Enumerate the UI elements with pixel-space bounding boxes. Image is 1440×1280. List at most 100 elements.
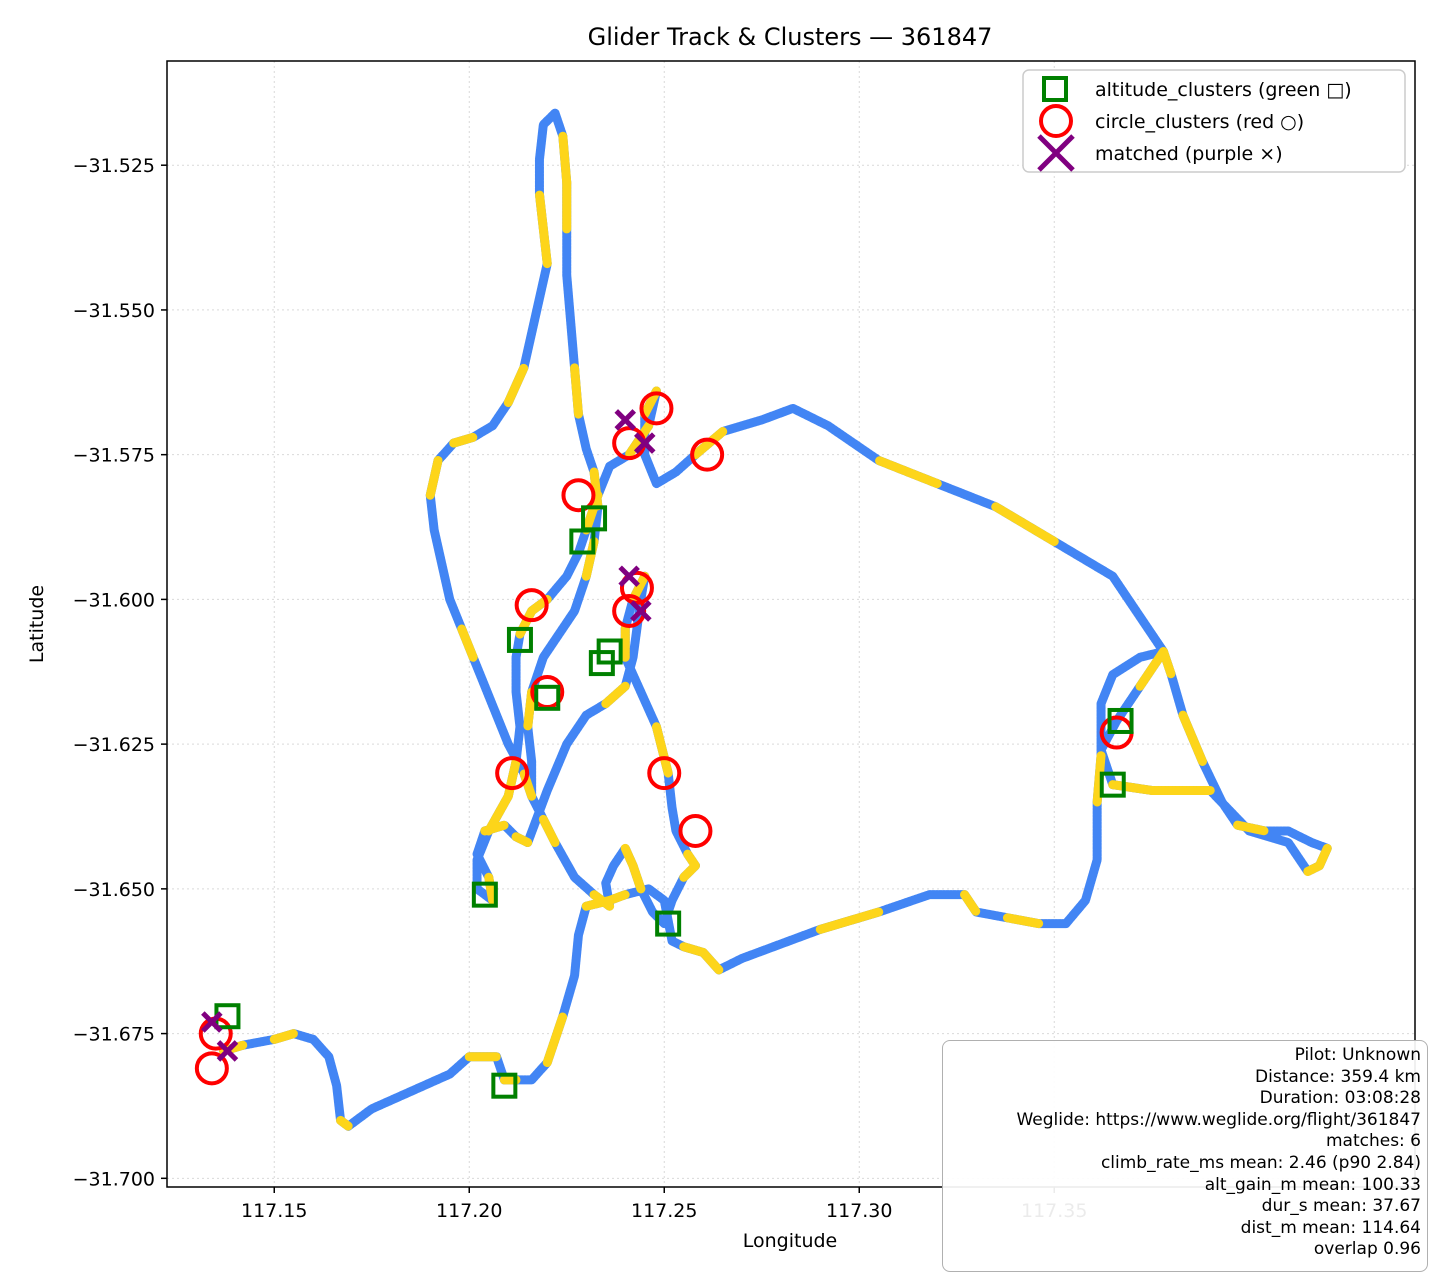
- track-layer: [219, 108, 1332, 1131]
- info-distance-mean: dist_m mean: 114.64: [1240, 1217, 1421, 1238]
- legend-circle-icon: [1039, 104, 1073, 138]
- track-climb-segment: [480, 820, 509, 836]
- info-distance: Distance: 359.4 km: [1255, 1066, 1421, 1087]
- matched-marker-stroke: [614, 409, 637, 431]
- track-climb-segment: [1303, 861, 1324, 876]
- track-climb-segment: [874, 455, 942, 489]
- y-tick-label: −31.600: [73, 589, 155, 611]
- legend-label-circle-clusters: circle_clusters (red ○): [1095, 111, 1304, 133]
- x-tick-label: 117.15: [241, 1200, 307, 1222]
- circle-cluster-marker: [194, 1051, 229, 1086]
- track-climb-segment: [601, 681, 630, 709]
- track-climb-segment: [1233, 820, 1270, 836]
- y-tick-label: −31.575: [73, 445, 155, 467]
- y-tick-label: −31.550: [73, 300, 155, 322]
- x-tick-label: 117.30: [826, 1200, 892, 1222]
- matched-marker: [216, 1040, 239, 1062]
- track-climb-segment: [534, 189, 548, 234]
- track-climb-segment: [523, 687, 537, 732]
- circle-cluster-marker: [514, 588, 549, 623]
- track-climb-segment: [589, 890, 615, 911]
- info-pilot: Pilot: Unknown: [1294, 1045, 1421, 1065]
- track-climb-segment: [1135, 646, 1168, 691]
- circle-cluster-marker: [619, 570, 654, 605]
- info-matches: matches: 6: [1325, 1131, 1421, 1152]
- matched-marker-stroke: [201, 1011, 223, 1033]
- matched-marker-stroke: [633, 432, 656, 454]
- track-climb-segment: [449, 432, 478, 448]
- altitude-cluster-marker: [581, 505, 608, 532]
- track-climb-segment: [558, 131, 572, 188]
- track-climb-segment: [503, 363, 529, 408]
- x-axis-label: Longitude: [743, 1230, 838, 1252]
- matched-marker: [201, 1011, 223, 1033]
- matched-marker-stroke: [630, 600, 652, 622]
- info-duration: Duration: 03:08:28: [1259, 1088, 1421, 1109]
- track-climb-segment: [1092, 751, 1106, 807]
- track-climb-segment: [538, 224, 552, 269]
- track-climb-segment: [1002, 913, 1044, 929]
- x-tick-label: 117.25: [631, 1200, 697, 1222]
- y-tick-label: −31.650: [73, 879, 155, 901]
- grid-lines: [167, 61, 1415, 1187]
- circle-cluster-marker: [690, 437, 725, 472]
- track-climb-segment: [484, 872, 498, 905]
- matched-marker: [633, 432, 656, 454]
- y-tick-label: −31.525: [73, 155, 155, 177]
- matched-marker-stroke: [618, 565, 640, 588]
- track-climb-segment: [815, 907, 884, 934]
- circle-cluster-marker: [495, 756, 530, 791]
- track-climb-segment: [651, 722, 673, 778]
- track-climb-segment: [336, 1115, 353, 1131]
- chart-title: Glider Track & Clusters — 361847: [588, 23, 993, 51]
- flight-info-box: Pilot: Unknown Distance: 359.4 km Durati…: [942, 1040, 1428, 1272]
- matched-marker: [630, 600, 652, 622]
- legend-label-matched: matched (purple ×): [1095, 143, 1283, 165]
- legend-label-altitude-clusters: altitude_clusters (green □): [1095, 79, 1352, 101]
- track-climb-segment: [425, 455, 443, 500]
- altitude-cluster-marker: [655, 910, 682, 937]
- info-climb-rate: climb_rate_ms mean: 2.46 (p90 2.84): [1100, 1152, 1421, 1173]
- track-climb-segment: [1178, 710, 1207, 766]
- legend: altitude_clusters (green □) circle_clust…: [1022, 69, 1406, 173]
- track-climb-segment: [570, 363, 583, 419]
- track-line: [219, 108, 1332, 1131]
- y-tick-label: −31.700: [73, 1168, 155, 1190]
- legend-frame: [1022, 69, 1406, 173]
- y-tick-label: −31.675: [73, 1024, 155, 1046]
- matched-marker: [614, 409, 637, 431]
- info-overlap: overlap 0.96: [1313, 1239, 1421, 1260]
- track-climb-segment: [503, 756, 521, 801]
- axis-ticks: 117.15117.20117.25117.30117.35−31.525−31…: [73, 155, 1088, 1222]
- altitude-cluster-marker: [534, 684, 561, 711]
- circle-cluster-marker: [647, 756, 682, 791]
- track-climb-segment: [620, 843, 638, 871]
- track-climb-segment: [1108, 780, 1157, 795]
- circle-cluster-marker: [561, 478, 596, 513]
- track-climb-segment: [991, 502, 1059, 547]
- track-climb-segment: [690, 427, 728, 460]
- track-climb-segment: [456, 623, 478, 662]
- track-climb-segment: [269, 1029, 299, 1044]
- x-tick-label: 117.20: [436, 1200, 502, 1222]
- legend-square-icon: [1042, 76, 1068, 102]
- info-weglide-link[interactable]: Weglide: https://www.weglide.org/flight/…: [1016, 1109, 1421, 1130]
- altitude-cluster-marker: [596, 638, 623, 665]
- info-alt-gain: alt_gain_m mean: 100.33: [1204, 1174, 1421, 1195]
- track-climb-segment: [538, 814, 560, 848]
- matched-marker-stroke: [216, 1040, 239, 1062]
- plot-frame: [166, 60, 1416, 1188]
- track-climb-segment: [511, 832, 533, 848]
- altitude-cluster-marker: [1099, 771, 1126, 798]
- track-climb-segment: [542, 1011, 568, 1068]
- track-climb-segment: [679, 861, 700, 882]
- y-axis-label: Latitude: [26, 585, 48, 663]
- cluster-markers-layer: [194, 391, 1134, 1099]
- track-climb-segment: [698, 948, 724, 975]
- matched-marker: [618, 565, 640, 588]
- circle-cluster-marker: [639, 391, 674, 426]
- circle-cluster-marker: [678, 813, 713, 848]
- track-climb-segment: [960, 890, 981, 917]
- altitude-cluster-marker: [506, 626, 533, 653]
